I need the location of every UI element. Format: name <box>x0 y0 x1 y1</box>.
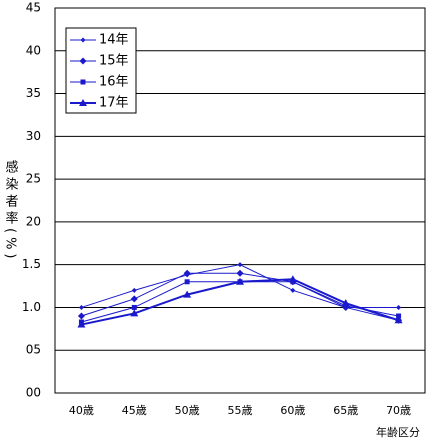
x-tick-label: 65歳 <box>333 404 358 417</box>
marker <box>396 313 402 319</box>
y-tick-label: 40 <box>26 43 41 57</box>
series-line <box>81 278 399 326</box>
legend-marker <box>79 57 87 65</box>
marker <box>341 299 350 307</box>
marker <box>77 320 86 328</box>
plot-border <box>54 7 426 394</box>
legend-label: 14年 <box>99 33 129 48</box>
marker <box>183 290 192 298</box>
marker <box>394 316 403 324</box>
x-tick-label: 45歳 <box>122 404 147 417</box>
legend-label: 15年 <box>99 54 129 69</box>
legend-label: 16年 <box>99 75 129 90</box>
marker <box>396 304 402 310</box>
legend-label: 17年 <box>99 96 129 111</box>
marker <box>236 269 244 277</box>
marker <box>78 304 84 310</box>
marker <box>131 287 137 293</box>
legend-marker <box>79 99 87 106</box>
y-tick-label: 45 <box>26 1 41 15</box>
series-line <box>81 281 399 323</box>
legend-box <box>65 27 137 114</box>
marker <box>237 262 243 268</box>
marker <box>184 279 190 285</box>
y-tick-label: 25 <box>26 172 41 186</box>
y-tick-label: 05 <box>26 343 41 357</box>
y-tick-label: 1.0 <box>22 300 41 314</box>
marker <box>183 269 191 277</box>
x-axis-label: 年齢区分 <box>376 425 420 439</box>
y-axis-label: 感染者率(%) <box>3 159 19 262</box>
y-tick-label: 35 <box>26 86 41 100</box>
marker <box>77 312 85 320</box>
marker <box>130 295 138 303</box>
x-tick-label: 70歳 <box>386 404 411 417</box>
marker <box>130 309 139 317</box>
y-tick-label: 20 <box>26 214 41 228</box>
x-tick-label: 55歳 <box>228 404 253 417</box>
y-tick-label: 1.5 <box>22 257 41 271</box>
y-tick-label: 30 <box>26 129 41 143</box>
y-tick-label: 00 <box>26 386 41 400</box>
marker <box>236 277 244 285</box>
x-tick-label: 60歳 <box>280 404 305 417</box>
x-tick-label: 50歳 <box>175 404 200 417</box>
legend-marker <box>80 79 86 85</box>
marker <box>290 287 296 293</box>
legend-marker <box>80 37 86 43</box>
x-tick-label: 40歳 <box>69 404 94 417</box>
marker <box>288 275 297 283</box>
marker <box>131 304 137 310</box>
